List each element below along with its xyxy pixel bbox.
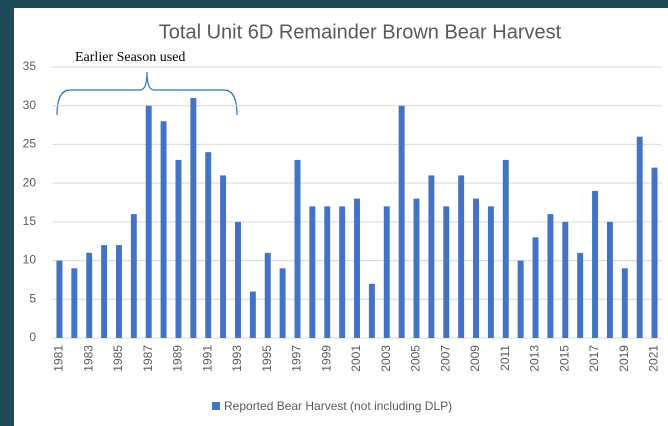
annotation: Earlier Season used: [75, 50, 185, 65]
bar: [443, 206, 450, 338]
bar: [220, 175, 227, 338]
bar: [398, 105, 405, 338]
bar: [592, 190, 599, 338]
bar: [279, 268, 286, 338]
y-tick-label: 15: [23, 214, 37, 228]
bar: [562, 221, 569, 338]
y-tick-label: 25: [23, 137, 37, 151]
x-tick-label: 2001: [349, 345, 363, 372]
bar: [354, 198, 360, 338]
bar: [205, 152, 212, 338]
bar: [606, 221, 613, 338]
x-tick-label: 1999: [319, 345, 333, 372]
x-tick-label: 1987: [141, 345, 155, 372]
bar: [577, 252, 584, 338]
x-tick-label: 1981: [52, 345, 66, 372]
x-tick-label: 2021: [647, 345, 661, 372]
x-tick-label: 2007: [438, 345, 452, 372]
bar: [115, 245, 122, 338]
bar: [487, 206, 494, 338]
bar: [532, 237, 539, 338]
bar: [309, 206, 316, 338]
bar: [86, 252, 93, 338]
bar: [636, 136, 643, 338]
x-tick-label: 1991: [200, 345, 214, 372]
bar: [473, 198, 479, 338]
y-tick-label: 35: [23, 59, 37, 73]
bar: [324, 206, 331, 338]
bar: [339, 206, 346, 338]
y-tick-label: 10: [23, 253, 37, 267]
bar: [428, 175, 435, 338]
x-tick-label: 2017: [587, 345, 601, 372]
bar: [294, 159, 301, 338]
x-tick-label: 1997: [290, 345, 304, 372]
bar: [71, 268, 78, 338]
bar: [502, 159, 509, 338]
legend-label: Reported Bear Harvest (not including DLP…: [224, 399, 452, 413]
bar: [368, 283, 375, 338]
bar: [145, 105, 152, 338]
y-tick-label: 30: [23, 98, 37, 112]
bar: [175, 159, 182, 338]
x-tick-label: 2011: [498, 345, 512, 371]
bar: [56, 260, 63, 338]
x-tick-label: 2013: [528, 345, 542, 372]
bar: [264, 252, 271, 338]
x-tick-label: 1985: [111, 345, 125, 372]
x-tick-label: 2019: [617, 345, 631, 372]
bar: [547, 214, 554, 338]
bar: [160, 121, 167, 338]
x-tick-label: 1983: [81, 345, 95, 372]
x-tick-label: 2005: [409, 345, 423, 372]
y-tick-label: 5: [29, 291, 36, 305]
bar: [517, 260, 524, 338]
bar: [651, 167, 658, 338]
x-tick-label: 2009: [468, 345, 482, 372]
legend-swatch: [212, 402, 220, 410]
bar: [413, 198, 420, 338]
y-tick-label: 0: [29, 330, 36, 344]
x-tick-label: 1989: [171, 345, 185, 372]
bar: [383, 206, 390, 338]
bar: [458, 175, 465, 338]
bar: [249, 291, 256, 338]
bar: [101, 245, 108, 338]
chart-title: Total Unit 6D Remainder Brown Bear Harve…: [159, 21, 562, 43]
y-tick-label: 20: [23, 175, 37, 189]
bar: [130, 214, 137, 338]
bar: [235, 221, 241, 338]
x-tick-label: 1995: [260, 345, 274, 372]
x-tick-label: 1993: [230, 345, 244, 372]
x-tick-label: 2015: [557, 345, 571, 372]
bar: [190, 97, 197, 338]
annotation-brace: [56, 71, 238, 116]
bar: [621, 268, 628, 338]
x-tick-label: 2003: [379, 345, 393, 372]
